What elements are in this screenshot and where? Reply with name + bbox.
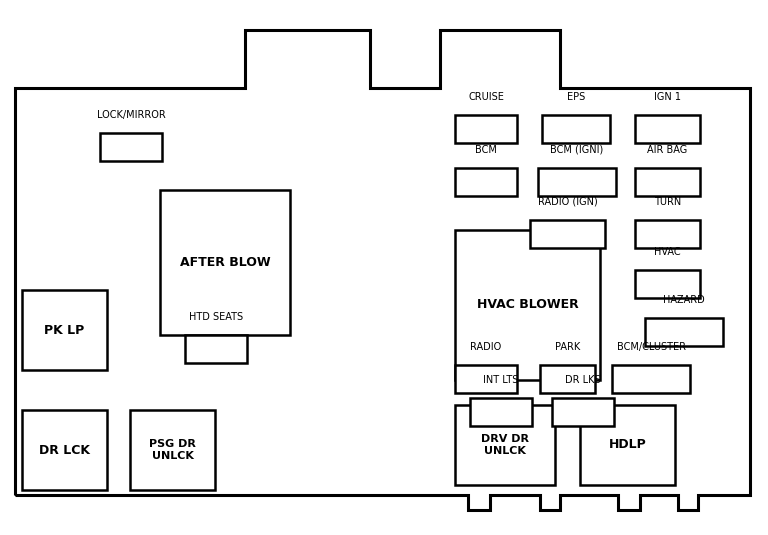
Bar	[538, 168, 616, 196]
Bar	[530, 220, 605, 248]
Text: HTD SEATS: HTD SEATS	[189, 312, 243, 322]
Bar	[455, 168, 517, 196]
Bar	[612, 365, 690, 393]
Bar	[455, 115, 517, 143]
Bar	[185, 335, 247, 363]
Text: RADIO: RADIO	[470, 342, 502, 352]
Text: PARK: PARK	[554, 342, 580, 352]
Text: AIR BAG: AIR BAG	[647, 145, 687, 155]
Bar	[22, 410, 107, 490]
Bar	[580, 405, 675, 485]
Text: RADIO (IGN): RADIO (IGN)	[538, 197, 598, 207]
Text: INT LTS: INT LTS	[483, 375, 518, 385]
Text: PK LP: PK LP	[45, 324, 84, 337]
Text: DR LCK: DR LCK	[39, 444, 90, 456]
Bar	[100, 133, 162, 161]
Bar	[542, 115, 610, 143]
Bar	[455, 365, 517, 393]
Bar	[540, 365, 595, 393]
Text: TURN: TURN	[654, 197, 681, 207]
Bar	[455, 230, 600, 380]
Bar	[635, 270, 700, 298]
Bar	[635, 220, 700, 248]
Bar	[645, 318, 723, 346]
Text: PSG DR
UNLCK: PSG DR UNLCK	[149, 439, 196, 461]
Text: HDLP: HDLP	[608, 439, 647, 452]
Bar	[22, 290, 107, 370]
Text: HAZARD: HAZARD	[663, 295, 705, 305]
Text: LOCK/MIRROR: LOCK/MIRROR	[97, 110, 165, 120]
Bar	[552, 398, 614, 426]
Text: HVAC BLOWER: HVAC BLOWER	[477, 299, 578, 311]
Bar	[130, 410, 215, 490]
Text: EPS: EPS	[567, 92, 585, 102]
Text: CRUISE: CRUISE	[468, 92, 504, 102]
Bar	[455, 405, 555, 485]
Text: IGN 1: IGN 1	[654, 92, 681, 102]
Bar	[635, 168, 700, 196]
Text: BCM (IGNI): BCM (IGNI)	[551, 145, 604, 155]
Text: AFTER BLOW: AFTER BLOW	[180, 256, 270, 269]
Text: BCM: BCM	[475, 145, 497, 155]
Text: HVAC: HVAC	[654, 247, 680, 257]
Text: DRV DR
UNLCK: DRV DR UNLCK	[481, 434, 529, 456]
Text: DR LKS: DR LKS	[565, 375, 601, 385]
Text: BCM/CLUSTER: BCM/CLUSTER	[617, 342, 686, 352]
Bar	[635, 115, 700, 143]
Bar	[470, 398, 532, 426]
Bar	[160, 190, 290, 335]
